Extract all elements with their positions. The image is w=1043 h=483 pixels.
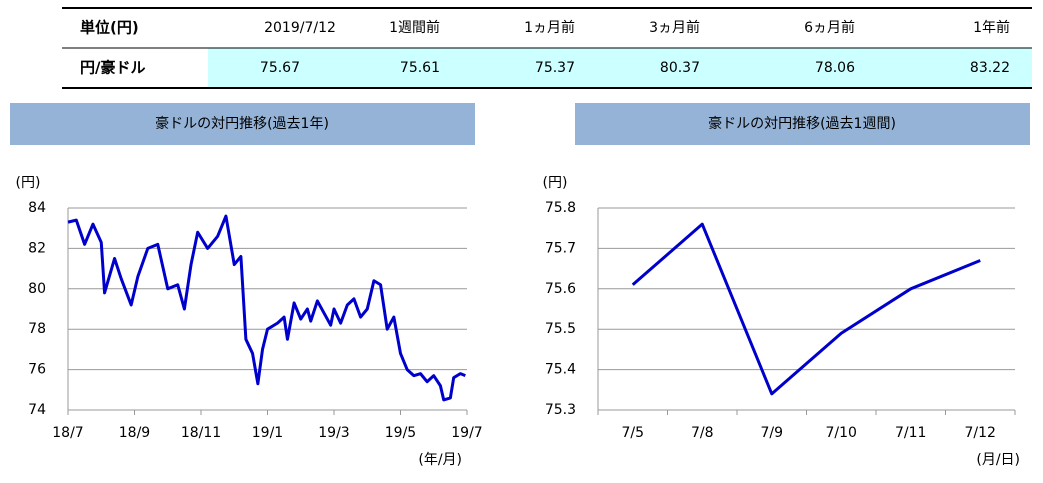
y-tick-label: 75.4 [545,362,576,378]
data-line [67,214,466,402]
x-tick-label: 19/3 [318,425,349,441]
y-tick-label: 75.6 [545,281,576,297]
table-cell: 75.37 [535,60,575,76]
y-tick-label: 76 [28,362,46,378]
table-header-cell: 1週間前 [389,19,440,36]
table-cell: 83.22 [970,60,1010,76]
x-tick-label: 7/9 [760,425,783,441]
x-tick-label: 7/10 [826,425,857,441]
y-tick-label: 84 [28,200,46,216]
chart-title: 豪ドルの対円推移(過去1年) [155,116,329,132]
x-tick-label: 18/9 [119,425,150,441]
x-tick-label: 7/8 [691,425,714,441]
table-cell: 78.06 [815,60,855,76]
table-cell: 75.67 [260,60,300,76]
x-tick-label: 19/5 [385,425,416,441]
y-tick-label: 75.8 [545,200,576,216]
y-tick-label: 74 [28,402,46,418]
x-tick-label: 7/11 [895,425,926,441]
y-tick-label: 78 [28,321,46,337]
table-header-cell: 2019/7/12 [264,20,336,36]
table-header-cell: 6ヵ月前 [804,19,855,36]
table-header-cell: 1年前 [973,19,1010,36]
y-tick-label: 75.7 [545,240,576,256]
table-header-cell: 単位(円) [80,19,139,37]
x-tick-label: 18/7 [52,425,83,441]
x-tick-label: 19/7 [451,425,482,441]
y-tick-label: 75.3 [545,402,576,418]
table-cell: 円/豪ドル [80,59,145,77]
x-axis-unit: (年/月) [418,452,462,468]
table-header-cell: 1ヵ月前 [524,19,575,36]
y-axis-unit: (円) [16,175,41,191]
x-tick-label: 7/12 [965,425,996,441]
x-tick-label: 19/1 [252,425,283,441]
x-tick-label: 7/5 [621,425,644,441]
chart-title: 豪ドルの対円推移(過去1週間) [708,116,896,132]
x-axis-unit: (月/日) [976,452,1020,468]
x-tick-label: 18/11 [181,425,221,441]
y-tick-label: 75.5 [545,321,576,337]
table-header-cell: 3ヵ月前 [649,19,700,36]
table-cell: 80.37 [660,60,700,76]
y-axis-unit: (円) [543,175,568,191]
table-cell: 75.61 [400,60,440,76]
y-tick-label: 82 [28,240,46,256]
data-line [631,222,981,396]
y-tick-label: 80 [28,281,46,297]
chart-title-box [10,103,475,145]
chart-title-box [575,103,1030,145]
table-highlight [208,48,1032,88]
